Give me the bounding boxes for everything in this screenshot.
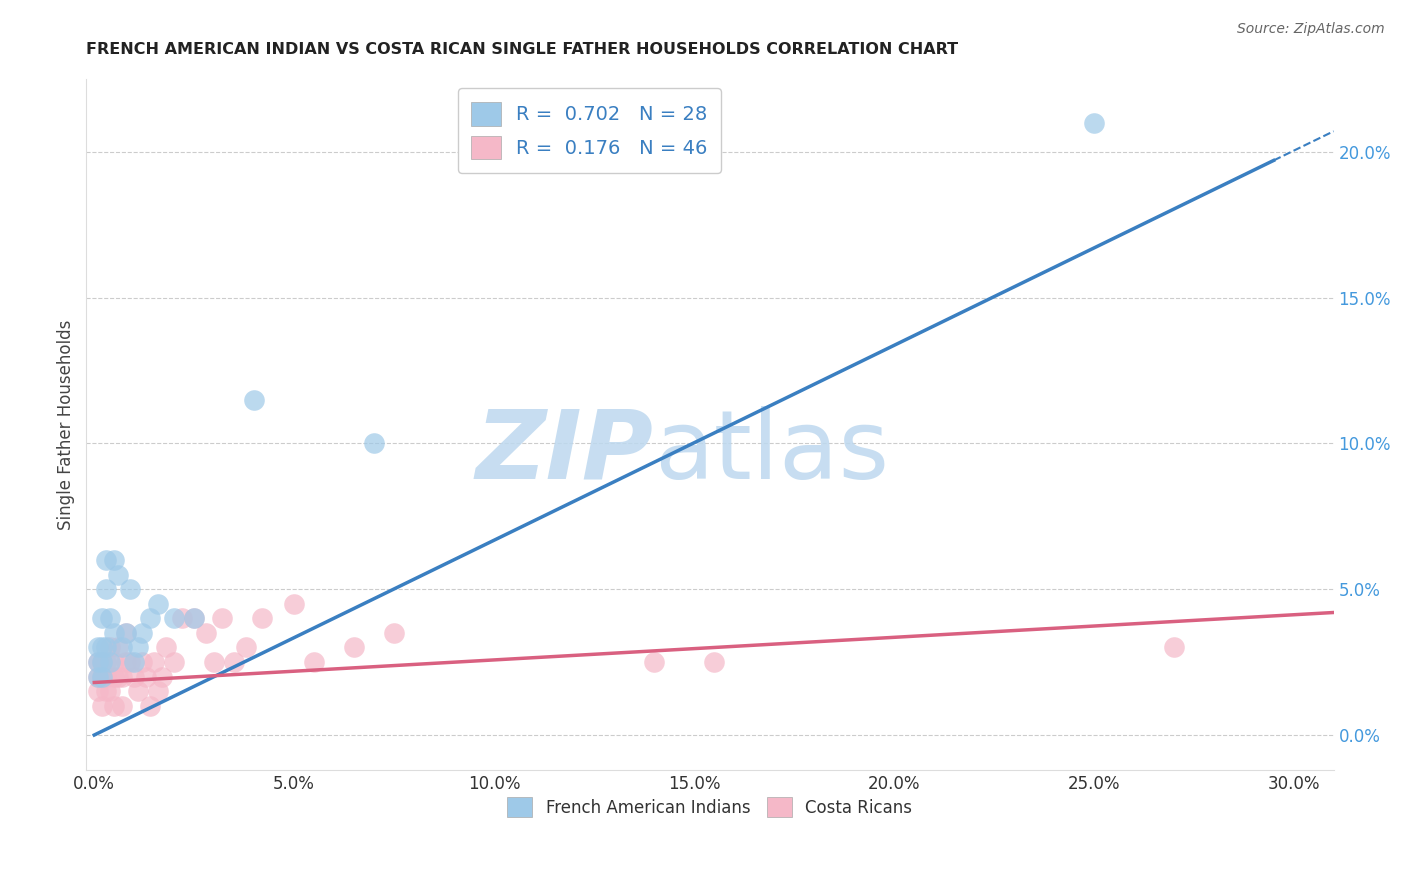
Point — [150, 670, 173, 684]
Point — [115, 655, 138, 669]
Point — [87, 670, 110, 684]
Point — [148, 684, 170, 698]
Point — [111, 670, 134, 684]
Point — [96, 640, 118, 655]
Point — [302, 655, 325, 669]
Point — [91, 655, 114, 669]
Point — [243, 392, 266, 407]
Point — [111, 640, 134, 655]
Point — [96, 553, 118, 567]
Point — [87, 684, 110, 698]
Y-axis label: Single Father Households: Single Father Households — [58, 319, 75, 530]
Point — [143, 655, 166, 669]
Point — [343, 640, 366, 655]
Point — [87, 640, 110, 655]
Point — [183, 611, 205, 625]
Legend: French American Indians, Costa Ricans: French American Indians, Costa Ricans — [501, 790, 920, 824]
Point — [115, 626, 138, 640]
Point — [91, 640, 114, 655]
Point — [224, 655, 246, 669]
Point — [96, 655, 118, 669]
Text: atlas: atlas — [654, 406, 889, 499]
Point — [107, 640, 129, 655]
Point — [115, 626, 138, 640]
Point — [103, 698, 125, 713]
Point — [98, 640, 121, 655]
Point — [183, 611, 205, 625]
Point — [107, 567, 129, 582]
Point — [103, 670, 125, 684]
Point — [96, 684, 118, 698]
Point — [91, 670, 114, 684]
Point — [202, 655, 225, 669]
Point — [122, 655, 145, 669]
Point — [163, 611, 186, 625]
Point — [163, 655, 186, 669]
Point — [107, 670, 129, 684]
Point — [283, 597, 305, 611]
Point — [120, 655, 142, 669]
Point — [96, 582, 118, 597]
Point — [363, 436, 385, 450]
Point — [131, 626, 153, 640]
Point — [122, 670, 145, 684]
Point — [91, 670, 114, 684]
Point — [235, 640, 257, 655]
Point — [172, 611, 194, 625]
Point — [98, 655, 121, 669]
Point — [127, 684, 149, 698]
Point — [1083, 115, 1105, 129]
Point — [91, 655, 114, 669]
Text: FRENCH AMERICAN INDIAN VS COSTA RICAN SINGLE FATHER HOUSEHOLDS CORRELATION CHART: FRENCH AMERICAN INDIAN VS COSTA RICAN SI… — [86, 42, 959, 57]
Point — [120, 582, 142, 597]
Text: ZIP: ZIP — [477, 406, 654, 499]
Point — [155, 640, 177, 655]
Point — [139, 698, 162, 713]
Point — [703, 655, 725, 669]
Point — [87, 655, 110, 669]
Point — [111, 698, 134, 713]
Point — [103, 553, 125, 567]
Point — [127, 640, 149, 655]
Point — [103, 626, 125, 640]
Point — [98, 611, 121, 625]
Point — [250, 611, 273, 625]
Point — [91, 611, 114, 625]
Point — [382, 626, 405, 640]
Point — [195, 626, 218, 640]
Point — [91, 698, 114, 713]
Point — [211, 611, 233, 625]
Point — [131, 655, 153, 669]
Text: Source: ZipAtlas.com: Source: ZipAtlas.com — [1237, 22, 1385, 37]
Point — [135, 670, 157, 684]
Point — [96, 670, 118, 684]
Point — [87, 655, 110, 669]
Point — [1163, 640, 1185, 655]
Point — [643, 655, 665, 669]
Point — [139, 611, 162, 625]
Point — [103, 655, 125, 669]
Point — [87, 670, 110, 684]
Point — [98, 684, 121, 698]
Point — [148, 597, 170, 611]
